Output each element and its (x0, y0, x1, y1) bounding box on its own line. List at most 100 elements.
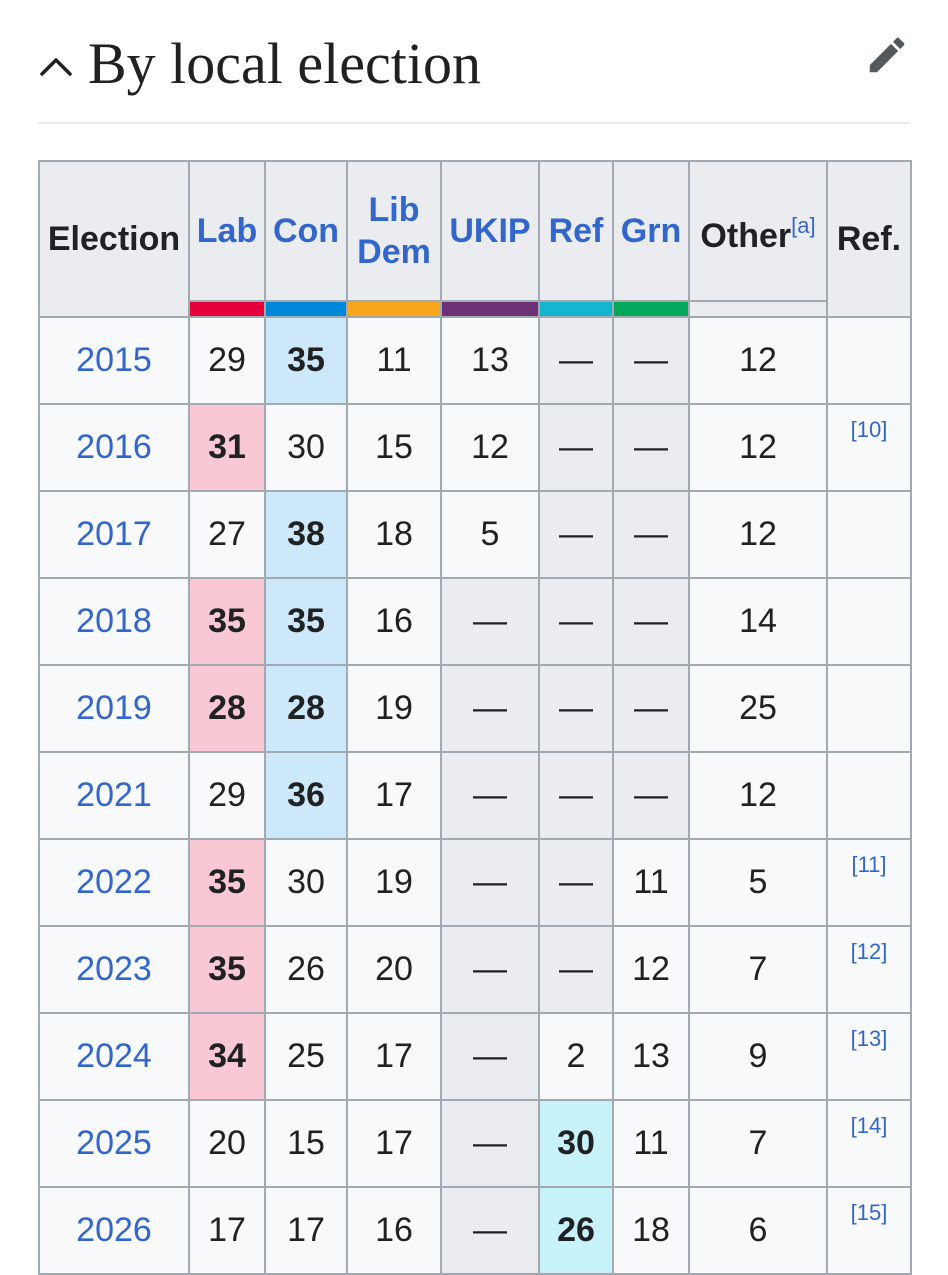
seats-grn-cell: — (612, 751, 690, 840)
seats-con-cell: 36 (264, 751, 348, 840)
election-year-link: 2022 (38, 838, 190, 927)
citation-cell (826, 490, 912, 579)
grn-link[interactable]: Grn (620, 212, 682, 250)
citation-cell (826, 316, 912, 405)
year-link[interactable]: 2023 (76, 950, 152, 988)
seats-lab-cell: 29 (188, 316, 266, 405)
citation-cell (826, 664, 912, 753)
citation-cell: [11] (826, 838, 912, 927)
seats-con-cell: 38 (264, 490, 348, 579)
citation-link[interactable]: [12] (850, 939, 888, 964)
year-link[interactable]: 2015 (76, 341, 152, 379)
table-row: 2015 29 35 11 13— —12 (38, 316, 912, 405)
citation-link[interactable]: [13] (850, 1026, 888, 1051)
seats-lab-cell: 17 (188, 1186, 266, 1275)
ukip-color-swatch (442, 302, 538, 316)
seats-con-cell: 17 (264, 1186, 348, 1275)
seats-ref-cell: — (538, 664, 614, 753)
election-year-link: 2018 (38, 577, 190, 666)
table-row: 2021 29 36 17— — —12 (38, 751, 912, 840)
seats-ld-cell: 18 (346, 490, 442, 579)
results-body: 2015 29 35 11 13— —12 2016 31 30 15 12— —12 [10] 2017… (38, 316, 912, 1275)
seats-grn-cell: — (612, 577, 690, 666)
seats-ukip-cell: — (440, 1186, 540, 1275)
seats-ukip-cell: 12 (440, 403, 540, 492)
citation-cell: [15] (826, 1186, 912, 1275)
citation-cell (826, 577, 912, 666)
seats-ld-cell: 17 (346, 1012, 442, 1101)
chevron-up-icon[interactable] (38, 50, 74, 80)
seats-ukip-cell: 5 (440, 490, 540, 579)
election-year-link: 2021 (38, 751, 190, 840)
seats-other-cell: 7 (688, 925, 828, 1014)
col-header-ukip[interactable]: UKIP (440, 160, 540, 302)
year-link[interactable]: 2026 (76, 1211, 152, 1249)
seats-other-cell: 9 (688, 1012, 828, 1101)
table-row: 2016 31 30 15 12— —12 [10] (38, 403, 912, 492)
ref-link[interactable]: Ref (548, 212, 604, 250)
year-link[interactable]: 2018 (76, 602, 152, 640)
election-year-link: 2016 (38, 403, 190, 492)
lib-dem-link[interactable]: Lib Dem (357, 191, 431, 271)
con-link[interactable]: Con (272, 212, 340, 250)
seats-ld-cell: 16 (346, 1186, 442, 1275)
seats-ukip-cell: — (440, 1099, 540, 1188)
citation-link[interactable]: [15] (850, 1200, 888, 1225)
table-row: 2024 34 25 17—2 13 9 [13] (38, 1012, 912, 1101)
election-year-link: 2023 (38, 925, 190, 1014)
seats-other-cell: 25 (688, 664, 828, 753)
table-row: 2023 35 26 20— —12 7 [12] (38, 925, 912, 1014)
citation-link[interactable]: [11] (851, 852, 887, 877)
table-row: 2019 28 28 19— — —25 (38, 664, 912, 753)
seats-ld-cell: 11 (346, 316, 442, 405)
seats-ref-cell: — (538, 490, 614, 579)
seats-other-cell: 12 (688, 751, 828, 840)
table-row: 2025 20 15 17—30 11 7 [14] (38, 1099, 912, 1188)
col-header-other: Other[a] (688, 160, 828, 302)
year-link[interactable]: 2022 (76, 863, 152, 901)
seats-grn-cell: 13 (612, 1012, 690, 1101)
col-header-con[interactable]: Con (264, 160, 348, 302)
seats-ref-cell: — (538, 577, 614, 666)
seats-other-cell: 12 (688, 316, 828, 405)
citation-link[interactable]: [14] (850, 1113, 888, 1138)
seats-ukip-cell: — (440, 577, 540, 666)
grn-color-swatch (614, 302, 688, 316)
section-title: By local election (88, 31, 481, 96)
year-link[interactable]: 2017 (76, 515, 152, 553)
col-header-ref[interactable]: Ref (538, 160, 614, 302)
other-footnote-link[interactable]: [a] (791, 213, 816, 238)
seats-lab-cell: 27 (188, 490, 266, 579)
seats-lab-cell: 20 (188, 1099, 266, 1188)
citation-cell: [13] (826, 1012, 912, 1101)
ukip-link[interactable]: UKIP (449, 212, 531, 250)
col-header-lab[interactable]: Lab (188, 160, 266, 302)
citation-cell: [12] (826, 925, 912, 1014)
seats-con-cell: 15 (264, 1099, 348, 1188)
table-row: 2018 35 35 16— — —14 (38, 577, 912, 666)
col-header-grn[interactable]: Grn (612, 160, 690, 302)
election-year-link: 2015 (38, 316, 190, 405)
lib-dem-color-bar (346, 300, 442, 318)
citation-link[interactable]: [10] (850, 417, 888, 442)
table-row: 2022 35 30 19— —11 5 [11] (38, 838, 912, 927)
citation-cell (826, 751, 912, 840)
col-header-lib-dem[interactable]: Lib Dem (346, 160, 442, 302)
seats-other-cell: 6 (688, 1186, 828, 1275)
year-link[interactable]: 2016 (76, 428, 152, 466)
year-link[interactable]: 2024 (76, 1037, 152, 1075)
seats-ref-cell: 30 (538, 1099, 614, 1188)
year-link[interactable]: 2025 (76, 1124, 152, 1162)
col-header-ref-citation: Ref. (826, 160, 912, 318)
seats-ld-cell: 19 (346, 664, 442, 753)
year-link[interactable]: 2021 (76, 776, 152, 814)
lab-link[interactable]: Lab (196, 212, 258, 250)
election-year-link: 2024 (38, 1012, 190, 1101)
seats-ref-cell: — (538, 838, 614, 927)
section-header: By local election (38, 10, 910, 124)
seats-other-cell: 5 (688, 838, 828, 927)
year-link[interactable]: 2019 (76, 689, 152, 727)
seats-ld-cell: 17 (346, 1099, 442, 1188)
seats-grn-cell: — (612, 490, 690, 579)
pencil-icon[interactable] (864, 32, 910, 78)
